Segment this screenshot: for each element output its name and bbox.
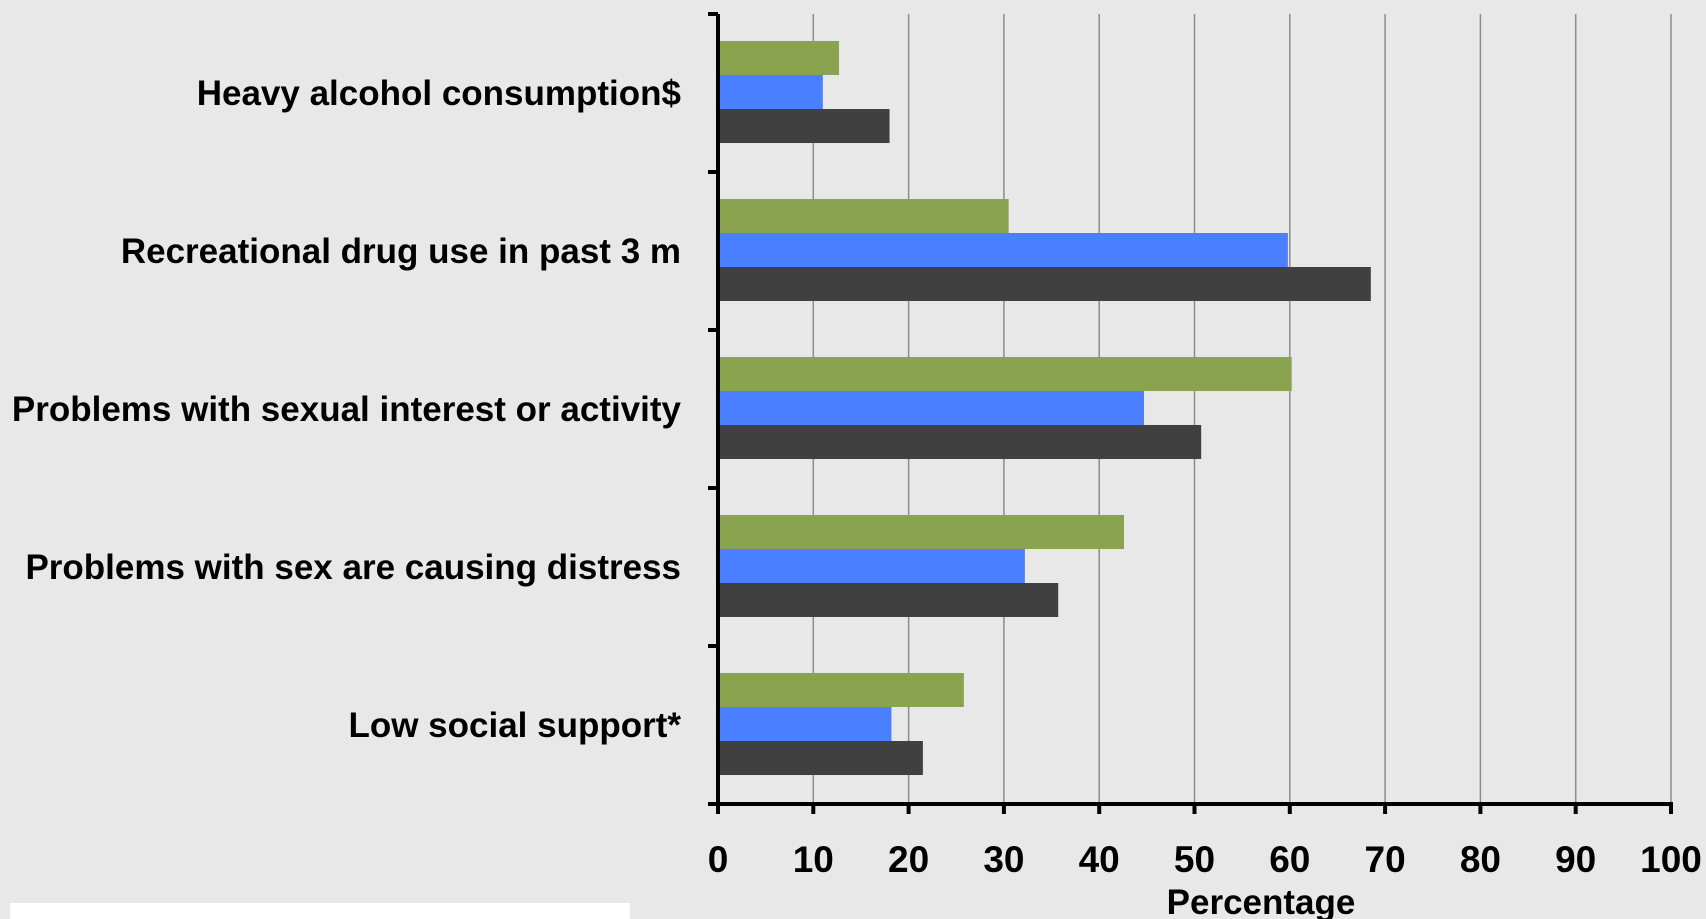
bar — [718, 233, 1288, 267]
x-tick-labels: 0 10 20 30 40 50 60 70 80 90 100 — [708, 839, 1702, 880]
bar — [718, 549, 1025, 583]
bar — [718, 41, 840, 75]
bar — [718, 707, 892, 741]
category-label: Low social support* — [348, 706, 681, 745]
legend — [10, 903, 630, 919]
bar — [718, 583, 1059, 617]
x-tick-label: 10 — [793, 839, 834, 880]
category-label: Problems with sexual interest or activit… — [12, 390, 682, 429]
x-tick-label: 70 — [1365, 839, 1406, 880]
bar — [718, 741, 923, 775]
x-tick-label: 60 — [1269, 839, 1310, 880]
x-tick-label: 100 — [1640, 839, 1702, 880]
x-tick-label: 40 — [1079, 839, 1120, 880]
bar — [718, 109, 890, 143]
bar — [718, 199, 1009, 233]
x-tick-label: 90 — [1555, 839, 1596, 880]
category-labels: Heavy alcohol consumption$ Recreational d… — [12, 74, 682, 745]
bar — [718, 267, 1371, 301]
x-axis-title: Percentage — [1167, 883, 1356, 919]
bars — [718, 41, 1371, 775]
x-tick-label: 20 — [888, 839, 929, 880]
bar — [718, 75, 823, 109]
category-label: Problems with sex are causing distress — [25, 548, 681, 587]
x-tick-label: 0 — [708, 839, 729, 880]
x-tick-label: 30 — [983, 839, 1024, 880]
bar — [718, 357, 1292, 391]
x-tick-label: 50 — [1174, 839, 1215, 880]
grid-lines — [812, 14, 1672, 804]
bar — [718, 391, 1144, 425]
category-label: Heavy alcohol consumption$ — [197, 74, 681, 113]
bar — [718, 673, 964, 707]
axes — [708, 12, 1673, 814]
x-tick-label: 80 — [1460, 839, 1501, 880]
category-label: Recreational drug use in past 3 m — [121, 232, 681, 271]
bar — [718, 425, 1202, 459]
bar — [718, 515, 1124, 549]
